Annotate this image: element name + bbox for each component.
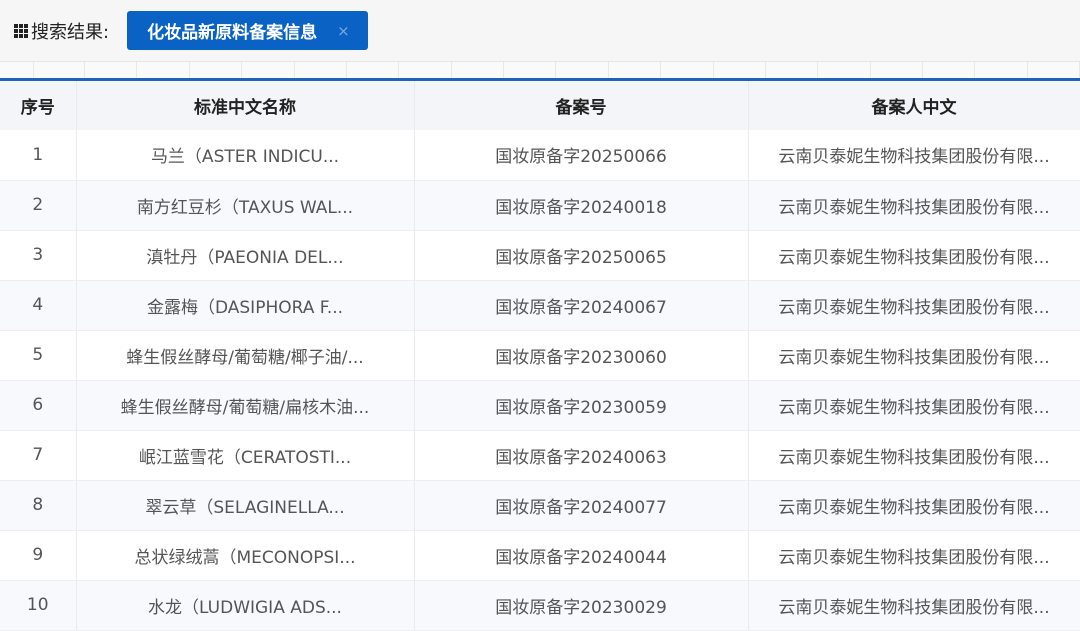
cell-col-index: 1 bbox=[0, 130, 77, 181]
column-strip bbox=[0, 62, 1080, 78]
header-col-name: 标准中文名称 bbox=[76, 81, 415, 130]
cell-col-index: 7 bbox=[0, 430, 77, 481]
cell-col-record-no: 国妆原备字20240063 bbox=[414, 430, 749, 481]
cell-col-applicant: 云南贝泰妮生物科技集团股份有限... bbox=[748, 380, 1080, 431]
table-row[interactable]: 5 蜂生假丝酵母/葡萄糖/椰子油/... 国妆原备字20230060 云南贝泰妮生物科… bbox=[0, 330, 1080, 381]
header-col-record-no: 备案号 bbox=[414, 81, 749, 130]
cell-col-record-no: 国妆原备字20240044 bbox=[414, 530, 749, 581]
divider bbox=[0, 78, 1080, 81]
cell-col-record-no: 国妆原备字20240018 bbox=[414, 180, 749, 231]
cell-col-record-no: 国妆原备字20240077 bbox=[414, 480, 749, 531]
cell-col-name: 总状绿绒蒿（MECONOPSI... bbox=[76, 530, 415, 581]
search-result-text: 搜索结果: bbox=[31, 21, 110, 43]
table-row[interactable]: 2 南方红豆杉（TAXUS WAL... 国妆原备字20240018 云南贝泰妮生物科… bbox=[0, 180, 1080, 231]
cell-col-applicant: 云南贝泰妮生物科技集团股份有限... bbox=[748, 130, 1080, 181]
cell-col-record-no: 国妆原备字20250066 bbox=[414, 130, 749, 181]
filter-tag-label: 化妆品新原料备案信息 bbox=[147, 23, 318, 43]
cell-col-name: 翠云草（SELAGINELLA... bbox=[76, 480, 415, 531]
cell-col-name: 南方红豆杉（TAXUS WAL... bbox=[76, 180, 415, 231]
table-row[interactable]: 10 水龙（LUDWIGIA ADS... 国妆原备字20230029 云南贝泰妮生物… bbox=[0, 580, 1080, 631]
table-row[interactable]: 3 滇牡丹（PAEONIA DEL... 国妆原备字20250065 云南贝泰妮生物科… bbox=[0, 230, 1080, 281]
cell-col-index: 6 bbox=[0, 380, 77, 431]
cell-col-name: 蜂生假丝酵母/葡萄糖/扁核木油... bbox=[76, 380, 415, 431]
filter-tag[interactable]: 化妆品新原料备案信息 × bbox=[127, 11, 368, 50]
cell-col-index: 4 bbox=[0, 280, 77, 331]
cell-col-name: 金露梅（DASIPHORA F... bbox=[76, 280, 415, 331]
results-table: 序号 标准中文名称 备案号 备案人中文 1 马兰（ASTER INDICU... 国妆原备… bbox=[0, 81, 1080, 631]
cell-col-index: 2 bbox=[0, 180, 77, 231]
cell-col-record-no: 国妆原备字20230060 bbox=[414, 330, 749, 381]
cell-col-index: 5 bbox=[0, 330, 77, 381]
search-bar: 搜索结果: 化妆品新原料备案信息 × bbox=[0, 0, 1080, 62]
cell-col-applicant: 云南贝泰妮生物科技集团股份有限... bbox=[748, 430, 1080, 481]
table-row[interactable]: 4 金露梅（DASIPHORA F... 国妆原备字20240067 云南贝泰妮生物科… bbox=[0, 280, 1080, 331]
cell-col-index: 8 bbox=[0, 480, 77, 531]
cell-col-applicant: 云南贝泰妮生物科技集团股份有限... bbox=[748, 230, 1080, 281]
cell-col-applicant: 云南贝泰妮生物科技集团股份有限... bbox=[748, 530, 1080, 581]
cell-col-name: 滇牡丹（PAEONIA DEL... bbox=[76, 230, 415, 281]
cell-col-index: 3 bbox=[0, 230, 77, 281]
table-row[interactable]: 6 蜂生假丝酵母/葡萄糖/扁核木油... 国妆原备字20230059 云南贝泰妮生物科… bbox=[0, 380, 1080, 431]
cell-col-record-no: 国妆原备字20240067 bbox=[414, 280, 749, 331]
cell-col-name: 蜂生假丝酵母/葡萄糖/椰子油/... bbox=[76, 330, 415, 381]
header-col-applicant: 备案人中文 bbox=[748, 81, 1080, 130]
header-col-index: 序号 bbox=[0, 81, 77, 130]
cell-col-name: 马兰（ASTER INDICU... bbox=[76, 130, 415, 181]
cell-col-index: 9 bbox=[0, 530, 77, 581]
grid-icon bbox=[14, 23, 28, 38]
cell-col-name: 水龙（LUDWIGIA ADS... bbox=[76, 580, 415, 631]
cell-col-applicant: 云南贝泰妮生物科技集团股份有限... bbox=[748, 480, 1080, 531]
cell-col-record-no: 国妆原备字20230029 bbox=[414, 580, 749, 631]
cell-col-applicant: 云南贝泰妮生物科技集团股份有限... bbox=[748, 180, 1080, 231]
cell-col-name: 岷江蓝雪花（CERATOSTI... bbox=[76, 430, 415, 481]
close-icon[interactable]: × bbox=[337, 21, 350, 40]
cell-col-applicant: 云南贝泰妮生物科技集团股份有限... bbox=[748, 280, 1080, 331]
cell-col-applicant: 云南贝泰妮生物科技集团股份有限... bbox=[748, 330, 1080, 381]
cell-col-record-no: 国妆原备字20250065 bbox=[414, 230, 749, 281]
cell-col-applicant: 云南贝泰妮生物科技集团股份有限... bbox=[748, 580, 1080, 631]
table-row[interactable]: 1 马兰（ASTER INDICU... 国妆原备字20250066 云南贝泰妮生物科… bbox=[0, 130, 1080, 181]
cell-col-record-no: 国妆原备字20230059 bbox=[414, 380, 749, 431]
cell-col-index: 10 bbox=[0, 580, 77, 631]
table-row[interactable]: 8 翠云草（SELAGINELLA... 国妆原备字20240077 云南贝泰妮生物科… bbox=[0, 480, 1080, 531]
table-row[interactable]: 9 总状绿绒蒿（MECONOPSI... 国妆原备字20240044 云南贝泰妮生物科… bbox=[0, 530, 1080, 581]
table-header: 序号 标准中文名称 备案号 备案人中文 bbox=[0, 81, 1080, 130]
table-row[interactable]: 7 岷江蓝雪花（CERATOSTI... 国妆原备字20240063 云南贝泰妮生物科… bbox=[0, 430, 1080, 481]
search-result-label: 搜索结果: bbox=[14, 18, 109, 44]
